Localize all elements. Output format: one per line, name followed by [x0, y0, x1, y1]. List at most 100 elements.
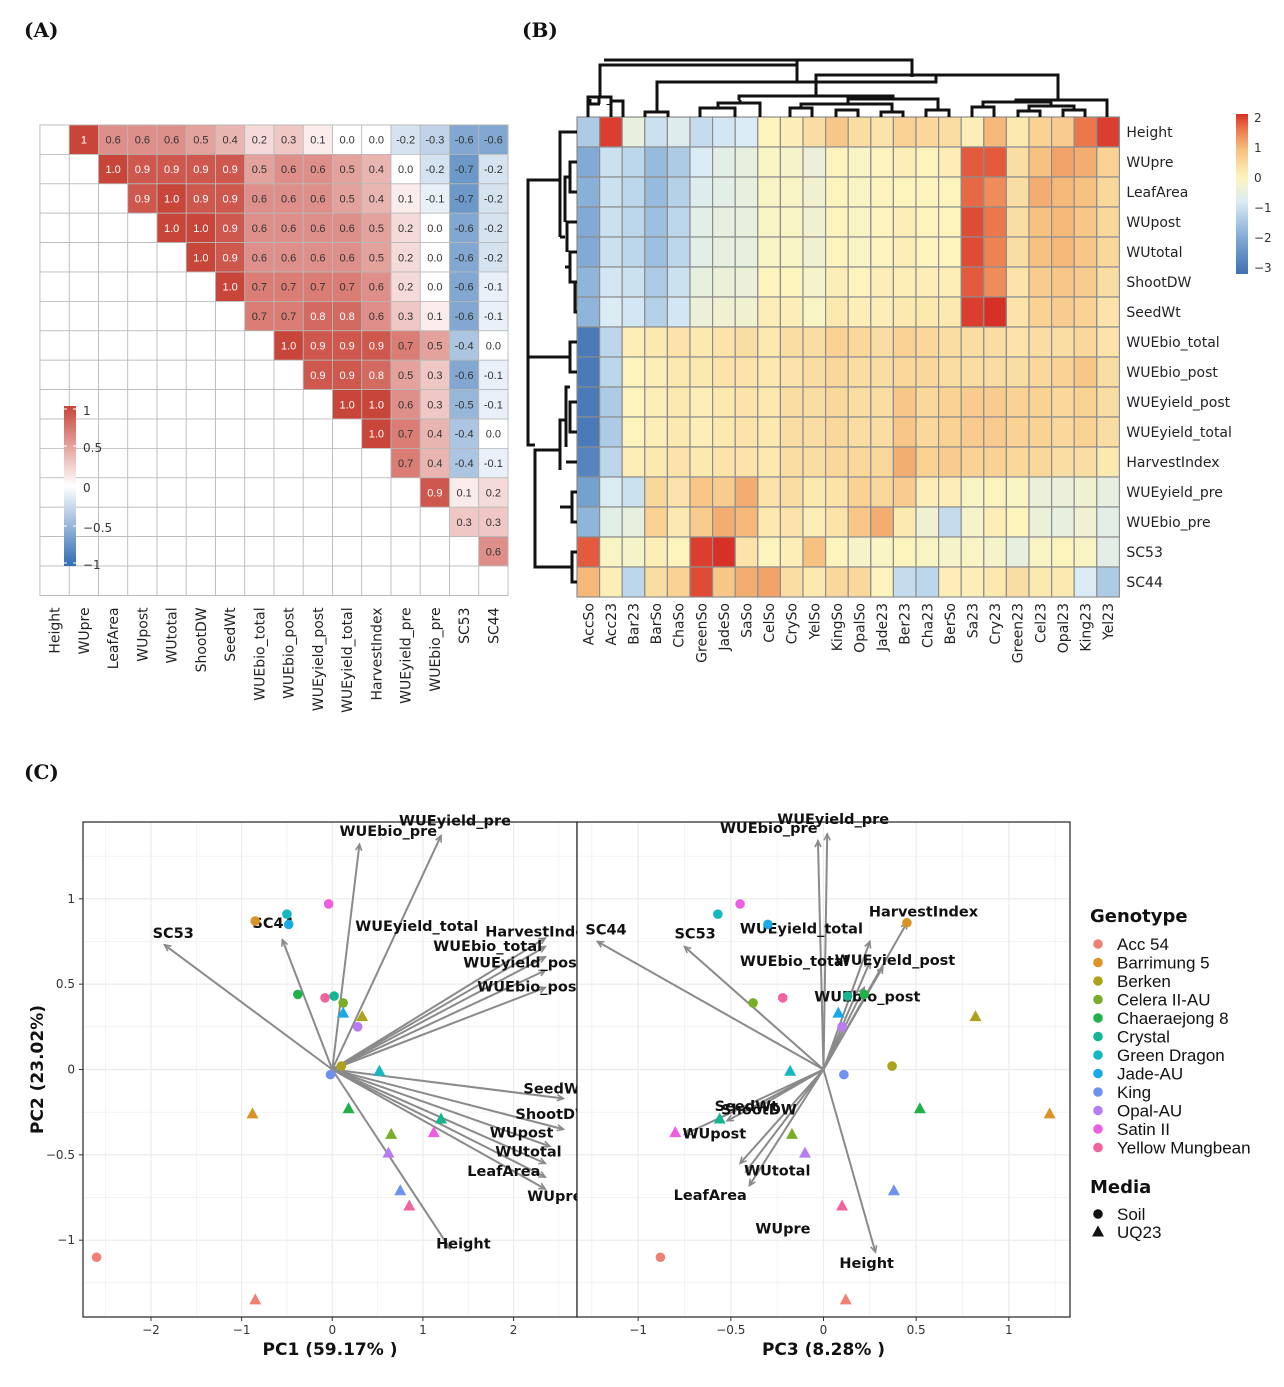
- heatmap-cell: [711, 566, 736, 598]
- matrix-cell: [390, 565, 421, 596]
- matrix-cell: [156, 536, 187, 567]
- loading-label: WUtotal: [744, 1163, 810, 1179]
- heatmap-cell: [779, 326, 804, 358]
- matrix-cell: [302, 330, 333, 361]
- matrix-value: -0.2: [484, 164, 503, 176]
- heatmap-cell: [802, 296, 827, 328]
- heatmap-column-label: Acc23: [604, 603, 620, 646]
- heatmap-cell: [1096, 566, 1121, 598]
- matrix-cell: [419, 271, 450, 302]
- heatmap-cell: [915, 146, 940, 178]
- uq23-point: [435, 1112, 448, 1124]
- arrow-head: [538, 945, 547, 953]
- heatmap-cell: [711, 236, 736, 268]
- heatmap-cell: [598, 416, 623, 448]
- matrix-value: 0.5: [427, 341, 442, 353]
- soil-point: [735, 899, 745, 909]
- soil-point: [887, 1061, 897, 1071]
- matrix-cell: [361, 389, 392, 420]
- heatmap-cell: [734, 416, 759, 448]
- matrix-cell: [332, 447, 363, 479]
- matrix-cell: [244, 300, 275, 332]
- matrix-cell: [449, 389, 480, 420]
- heatmap-cell: [1005, 116, 1030, 148]
- heatmap-cell: [1073, 506, 1098, 538]
- matrix-cell: [361, 124, 392, 155]
- matrix-cell: [449, 300, 480, 332]
- matrix-cell: [39, 242, 70, 273]
- heatmap-cell: [644, 146, 668, 178]
- matrix-value: -0.6: [455, 223, 474, 235]
- heatmap-cell: [1050, 296, 1075, 328]
- matrix-cell: [185, 359, 216, 391]
- arrow-head: [163, 943, 172, 952]
- matrix-value: -0.6: [484, 135, 503, 147]
- matrix-value: 0.6: [369, 282, 384, 294]
- heatmap-cell: [870, 236, 894, 268]
- loading-arrow: [332, 1068, 564, 1100]
- matrix-value: -0.3: [425, 135, 444, 147]
- heatmap-cell: [734, 266, 759, 298]
- heatmap-cell: [802, 506, 827, 538]
- panel-label-a: (A): [24, 18, 58, 42]
- matrix-value: -0.5: [455, 399, 474, 411]
- matrix-cell: [185, 242, 216, 273]
- matrix-cell: [127, 389, 158, 420]
- heatmap-cell: [621, 146, 646, 178]
- matrix-cell: [98, 447, 129, 479]
- heatmap-cell: [937, 446, 962, 478]
- heatmap-cell: [598, 206, 623, 238]
- media-legend-label: UQ23: [1117, 1223, 1161, 1242]
- heatmap-cell: [757, 446, 781, 478]
- heatmap-cell: [779, 266, 804, 298]
- heatmap-cell: [870, 266, 894, 298]
- heatmap-cell: [892, 416, 917, 448]
- loading-label: WUEbio_pre: [339, 824, 437, 840]
- heatmap-cell: [870, 476, 894, 508]
- heatmap-cell: [598, 356, 623, 388]
- matrix-value: -0.7: [455, 164, 474, 176]
- arrow-head: [538, 1170, 547, 1178]
- heatmap-row-label: WUpre: [1126, 155, 1173, 171]
- heatmap-row-label: WUEyield_total: [1126, 425, 1232, 441]
- matrix-value: 0.6: [252, 223, 267, 235]
- heatmap-cell: [689, 236, 714, 268]
- heatmap-cell: [1005, 416, 1030, 448]
- heatmap-column-label: YelSo: [807, 603, 823, 641]
- heatmap-cell: [1050, 446, 1075, 478]
- matrix-value: -0.1: [484, 458, 503, 470]
- uq23-point: [784, 1064, 797, 1076]
- heatmap-cell: [644, 446, 668, 478]
- heatmap-cell: [644, 116, 668, 148]
- matrix-value: 0.8: [339, 311, 354, 323]
- matrix-cell: [244, 212, 275, 243]
- y-tick-label: 0.5: [56, 977, 75, 991]
- matrix-cell: [215, 300, 246, 332]
- matrix-cell: [332, 212, 363, 243]
- heatmap-cell: [779, 356, 804, 388]
- genotype-legend-key: [1093, 976, 1103, 986]
- matrix-cell: [98, 477, 129, 508]
- heatmap-cell: [1096, 506, 1121, 538]
- soil-point: [763, 919, 773, 930]
- heatmap-cell: [711, 386, 736, 418]
- matrix-cell: [244, 153, 275, 185]
- heatmap-cell: [621, 446, 646, 478]
- matrix-value: 0.1: [398, 194, 413, 206]
- matrix-cell: [98, 271, 129, 302]
- heatmap-cell: [870, 206, 894, 238]
- matrix-cell: [39, 565, 70, 596]
- matrix-cell: [98, 536, 129, 567]
- heatmap-cell: [779, 146, 804, 178]
- matrix-value: 0.7: [281, 282, 296, 294]
- heatmap-cell: [689, 446, 714, 478]
- matrix-cell: [185, 477, 216, 508]
- matrix-value: 0.9: [222, 194, 237, 206]
- matrix-cell: [478, 389, 509, 420]
- heatmap-cell: [915, 476, 940, 508]
- matrix-cell: [185, 418, 216, 449]
- loading-label: WUtotal: [495, 1144, 561, 1160]
- media-legend-title: Media: [1090, 1177, 1151, 1198]
- matrix-value: 0.8: [369, 370, 384, 382]
